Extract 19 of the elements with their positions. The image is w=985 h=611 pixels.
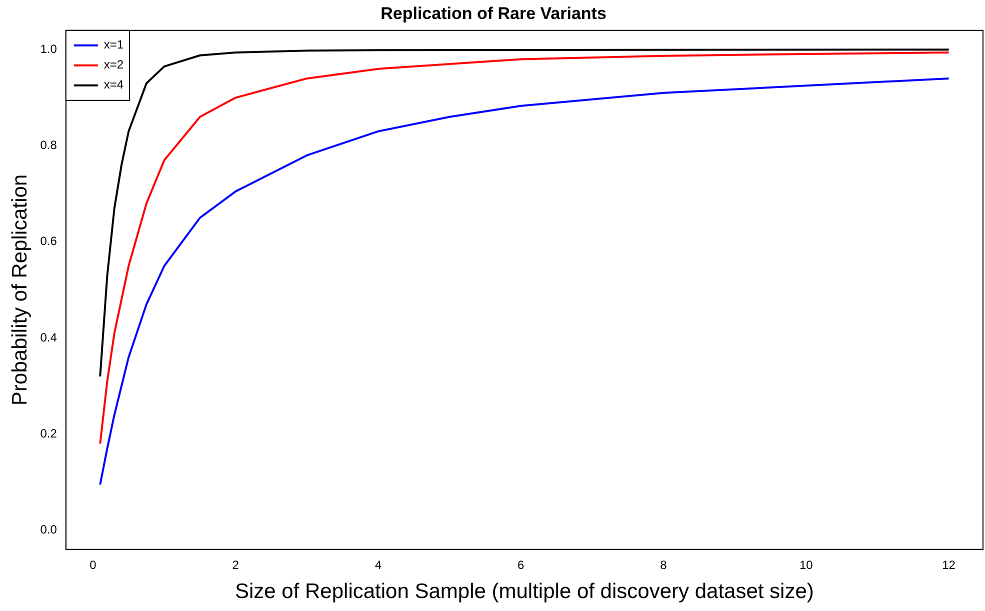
y-tick-label: 0.2 (40, 426, 58, 440)
x-tick-label: 0 (90, 558, 97, 572)
chart-title: Replication of Rare Variants (380, 4, 606, 23)
x-axis-title: Size of Replication Sample (multiple of discovery dataset size) (234, 580, 814, 604)
x-tick-label: 8 (660, 558, 668, 572)
x-tick-label: 6 (518, 558, 525, 572)
legend-label: x=2 (104, 58, 124, 72)
y-tick-label: 0.0 (40, 522, 58, 536)
x-tick-label: 12 (942, 558, 956, 572)
y-tick-label: 0.6 (40, 234, 58, 248)
legend-label: x=4 (104, 78, 124, 92)
y-tick-label: 1.0 (40, 42, 58, 56)
y-tick-label: 0.8 (40, 138, 58, 152)
y-tick-label: 0.4 (40, 330, 58, 344)
x-tick-label: 2 (232, 558, 240, 572)
x-tick-label: 10 (799, 558, 814, 572)
x-tick-label: 4 (374, 558, 382, 572)
y-axis-title: Probability of Replication (8, 174, 32, 406)
legend-label: x=1 (104, 38, 124, 52)
